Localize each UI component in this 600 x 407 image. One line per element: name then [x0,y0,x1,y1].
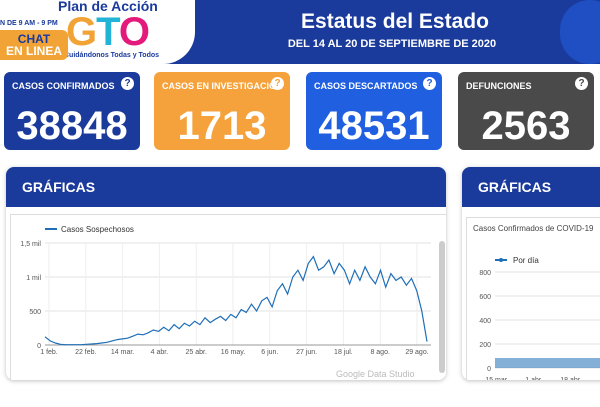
y-tick-label: 0 [487,366,491,373]
help-icon[interactable]: ? [575,77,588,90]
x-tick-label: 25 abr. [185,349,206,356]
suspected-cases-chart: 0 500 1 mil 1,5 mil 1 feb. 22 feb. 14 mar. 4 ab… [20,225,431,379]
scrollbar[interactable] [439,241,445,373]
chart-frame-1: 0 500 1 mil 1,5 mil 1 feb. 22 feb. 14 mar. 4 ab… [10,214,446,380]
help-icon[interactable]: ? [423,77,436,90]
series-band [495,358,600,368]
y-tick-label: 1 mil [26,275,41,282]
x-tick-label: 18 abr. [560,377,581,380]
chart-frame-2: Casos Confirmados de COVID-19 0 200 400 600… [466,217,600,380]
watermark: Google Data Studio [336,369,415,379]
x-tick-label: 29 ago. [405,349,428,356]
logo-area: Plan de Acción GTO Cuidándonos Todas y T… [0,0,195,64]
y-tick-label: 400 [479,318,491,325]
card-value: 48531 [318,104,430,148]
x-tick-label: 6 jun. [261,349,278,356]
panel-title: GRÁFICAS [462,167,600,207]
logo-subtitle: Cuidándonos Todas y Todos [64,52,160,59]
card-value: 1713 [177,104,267,148]
chat-button[interactable]: CHAT EN LINEA [0,30,68,60]
legend-label: Casos Sospechosos [61,225,134,234]
series-line [44,255,428,346]
y-tick-label: 0 [37,343,41,350]
x-tick-label: 15 mar. [485,377,508,380]
x-tick-label: 18 jul. [334,349,353,356]
x-tick-label: 27 jun. [296,349,317,356]
y-tick-label: 500 [29,309,41,316]
y-tick-label: 600 [479,294,491,301]
card-label: DEFUNCIONES [466,81,532,91]
confirmed-cases-chart: 0 200 400 600 800 Por día 15 mar. 1 abr. 18 abr.… [479,256,600,380]
header: Plan de Acción GTO Cuidándonos Todas y T… [0,0,600,64]
x-tick-label: 22 feb. [75,349,96,356]
charts-panel-1: GRÁFICAS 0 500 1 mil 1,5 mil 1 feb. 22 feb. 14… [6,167,446,380]
header-decoration [560,0,600,64]
card-value: 2563 [481,104,571,148]
x-tick-label: 1 abr. [525,377,543,380]
y-tick-label: 800 [479,270,491,277]
card-deaths: DEFUNCIONES ? 2563 [458,72,594,150]
logo-top-text: Plan de Acción [58,0,158,14]
y-tick-label: 1,5 mil [20,241,41,248]
x-tick-label: 14 mar. [111,349,134,356]
card-confirmed: CASOS CONFIRMADOS ? 38848 [4,72,140,150]
x-tick-label: 8 ago. [370,349,390,356]
card-investigation: CASOS EN INVESTIGACIÓN ? 1713 [154,72,290,150]
panel-title: GRÁFICAS [6,167,446,207]
card-value: 38848 [16,104,128,148]
date-range: DEL 14 AL 20 DE SEPTIEMBRE DE 2020 [287,38,497,50]
chat-hours: N DE 9 AM - 9 PM [0,20,58,27]
charts-panel-2: GRÁFICAS Casos Confirmados de COVID-19 0… [462,167,600,380]
x-tick-label: 16 may. [221,349,245,356]
chart-title: Casos Confirmados de COVID-19 [473,224,594,233]
card-label: CASOS EN INVESTIGACIÓN [162,81,283,91]
gto-logo: GTO [66,10,150,54]
help-icon[interactable]: ? [121,77,134,90]
chat-label: CHAT [17,32,51,46]
card-label: CASOS DESCARTADOS [314,81,418,91]
card-discarded: CASOS DESCARTADOS ? 48531 [306,72,442,150]
x-tick-label: 1 feb. [40,349,58,356]
x-tick-label: 4 abr. [151,349,169,356]
chat-label-2: EN LINEA [5,44,62,58]
card-label: CASOS CONFIRMADOS [12,81,115,91]
legend-label: Por día [513,256,539,265]
help-icon[interactable]: ? [271,77,284,90]
legend-marker [499,258,503,262]
y-tick-label: 200 [479,342,491,349]
page-title: Estatus del Estado [301,10,489,33]
